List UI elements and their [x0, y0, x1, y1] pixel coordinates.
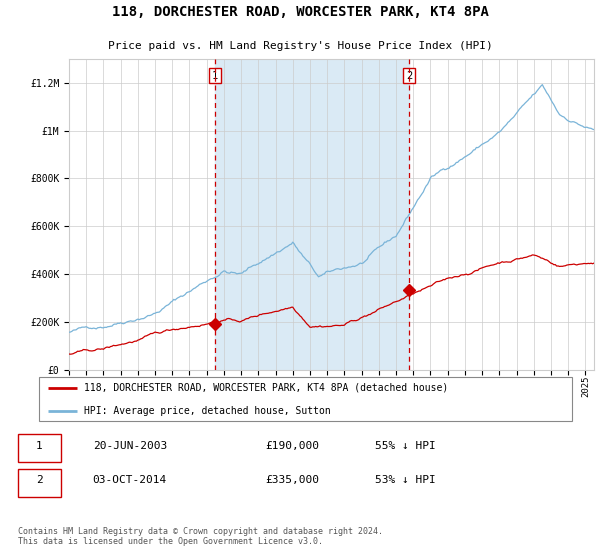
Text: £335,000: £335,000: [265, 475, 319, 486]
Text: 55% ↓ HPI: 55% ↓ HPI: [375, 441, 436, 451]
Text: Contains HM Land Registry data © Crown copyright and database right 2024.
This d: Contains HM Land Registry data © Crown c…: [18, 526, 383, 546]
Text: 20-JUN-2003: 20-JUN-2003: [92, 441, 167, 451]
Text: 2: 2: [406, 71, 412, 81]
FancyBboxPatch shape: [18, 435, 61, 462]
Text: HPI: Average price, detached house, Sutton: HPI: Average price, detached house, Sutt…: [83, 406, 330, 416]
Text: 118, DORCHESTER ROAD, WORCESTER PARK, KT4 8PA (detached house): 118, DORCHESTER ROAD, WORCESTER PARK, KT…: [83, 382, 448, 393]
Text: 03-OCT-2014: 03-OCT-2014: [92, 475, 167, 486]
FancyBboxPatch shape: [39, 377, 572, 421]
Text: 2: 2: [35, 475, 43, 486]
Text: 53% ↓ HPI: 53% ↓ HPI: [375, 475, 436, 486]
Text: 1: 1: [212, 71, 218, 81]
Text: 118, DORCHESTER ROAD, WORCESTER PARK, KT4 8PA: 118, DORCHESTER ROAD, WORCESTER PARK, KT…: [112, 5, 488, 18]
Text: 1: 1: [35, 441, 43, 451]
Text: £190,000: £190,000: [265, 441, 319, 451]
FancyBboxPatch shape: [18, 469, 61, 497]
Text: Price paid vs. HM Land Registry's House Price Index (HPI): Price paid vs. HM Land Registry's House …: [107, 41, 493, 51]
Bar: [215, 59, 409, 370]
